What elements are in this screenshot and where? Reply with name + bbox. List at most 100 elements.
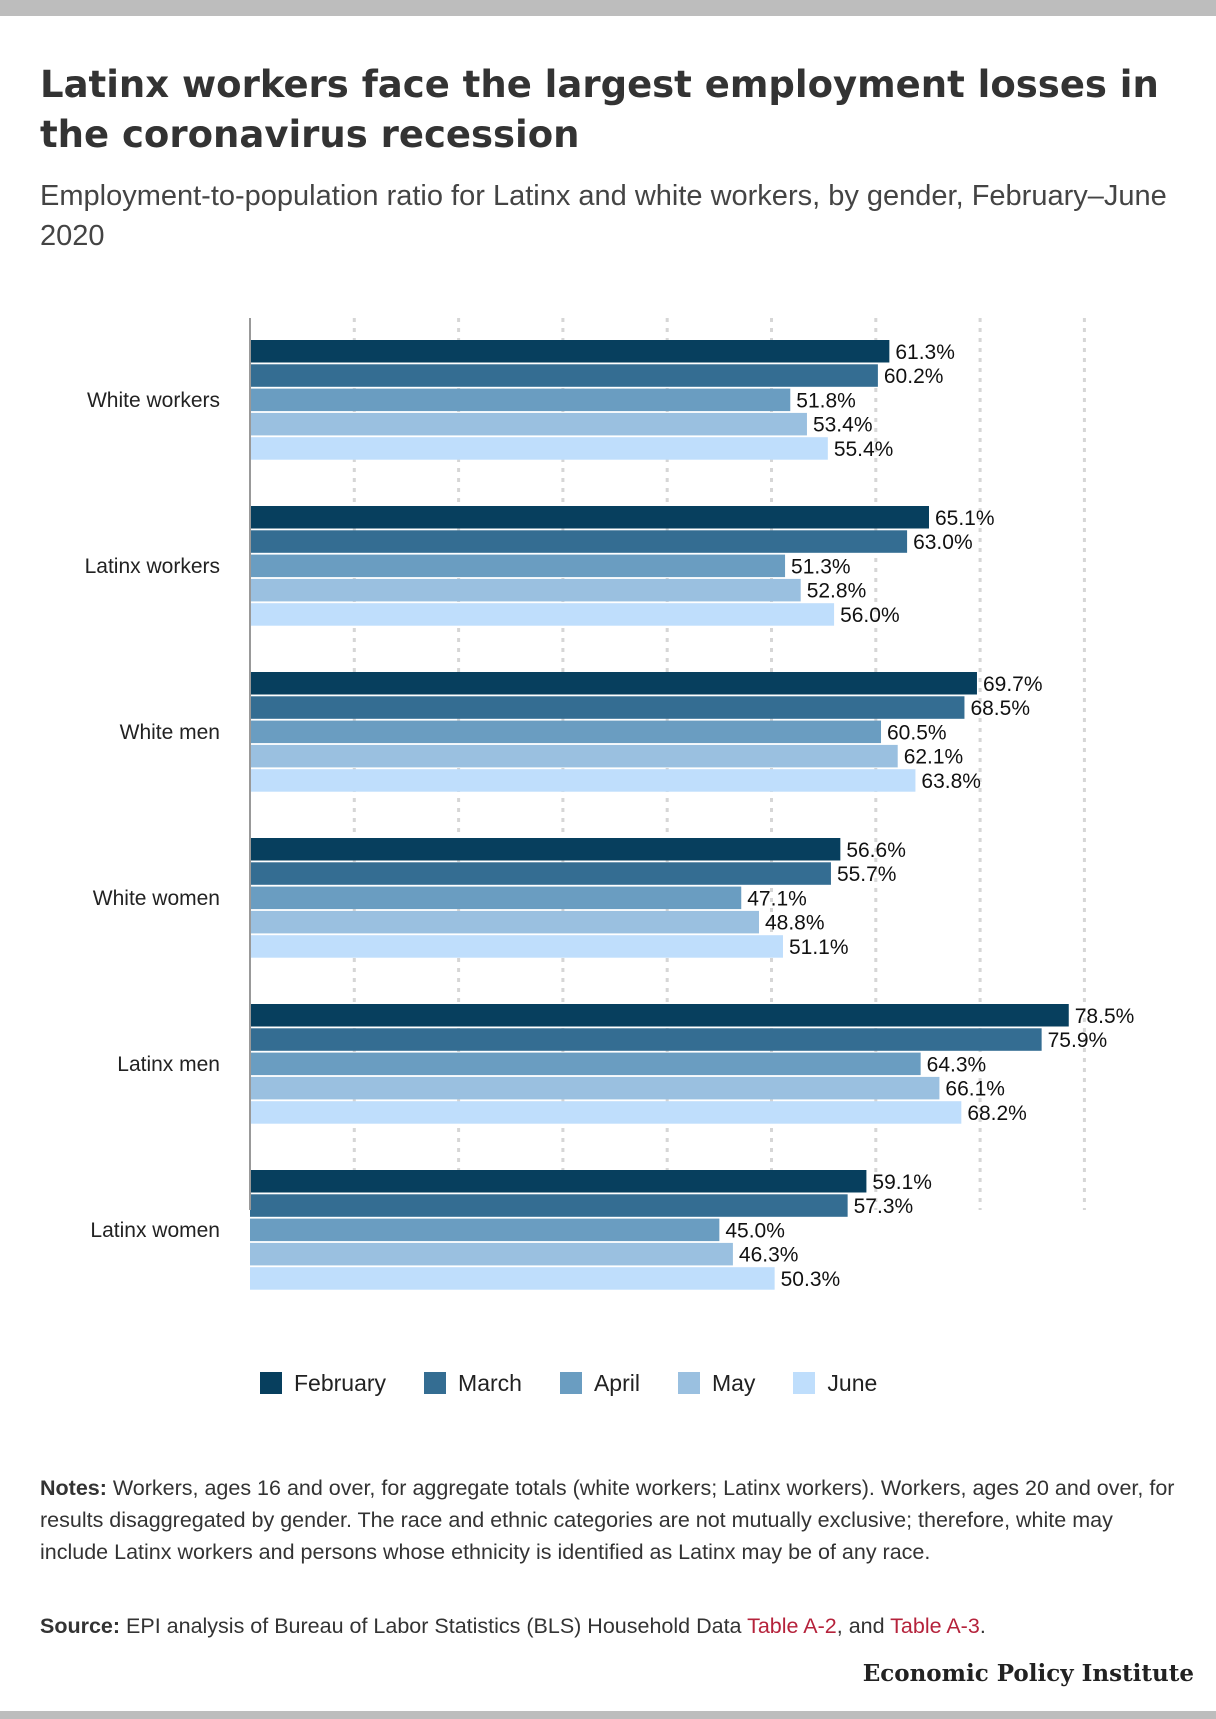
bar-february	[250, 672, 977, 695]
legend-item-february: February	[260, 1370, 386, 1397]
data-label: 60.2%	[884, 365, 944, 388]
legend-item-april: April	[559, 1369, 640, 1397]
bar-april	[250, 720, 882, 744]
chart-legend: February March April May June	[260, 1368, 915, 1398]
source-lead: Source:	[40, 1614, 121, 1638]
data-label: 59.1%	[872, 1171, 932, 1194]
bar-march	[250, 1028, 1042, 1051]
legend-item-march: March	[424, 1370, 522, 1397]
data-label: 57.3%	[854, 1195, 914, 1218]
category-labels: White workers Latinx workers White men Whit…	[85, 389, 220, 1242]
source-middle: , and	[836, 1614, 891, 1638]
bar-april	[250, 1052, 921, 1076]
data-label: 53.4%	[813, 414, 873, 437]
legend-label: February	[294, 1369, 387, 1396]
data-label: 63.0%	[913, 531, 973, 554]
value-labels: 61.3%60.2% 51.8%53.4%55.4% 65.1%63.0% 51.3%…	[725, 341, 1134, 1291]
bar-may	[250, 1242, 733, 1266]
data-label: 68.5%	[970, 697, 1030, 720]
bar-april	[250, 388, 791, 412]
bar-june	[250, 1267, 775, 1290]
data-label: 52.8%	[807, 580, 867, 603]
legend-label: June	[827, 1369, 878, 1396]
legend-item-may: May	[677, 1369, 756, 1397]
data-label: 55.4%	[834, 438, 894, 461]
category-label: White men	[120, 721, 220, 744]
bar-february	[250, 1170, 867, 1193]
bars	[250, 340, 1069, 1290]
data-label: 51.8%	[796, 389, 856, 412]
category-label: Latinx men	[117, 1053, 220, 1076]
bar-april	[250, 554, 786, 578]
bar-may	[250, 1076, 940, 1100]
category-label: Latinx women	[90, 1219, 220, 1242]
bar-june	[250, 437, 828, 460]
bottom-border	[0, 1711, 1216, 1719]
brand-logo-text: Economic Policy Institute	[862, 1660, 1194, 1687]
bar-march	[250, 1194, 848, 1217]
bar-june	[250, 603, 835, 626]
bar-may	[250, 578, 801, 602]
data-label: 46.3%	[739, 1244, 799, 1267]
data-label: 78.5%	[1075, 1005, 1135, 1028]
bar-may	[250, 910, 759, 934]
legend-label: March	[458, 1369, 522, 1396]
bar-march	[250, 364, 878, 387]
data-label: 75.9%	[1048, 1029, 1108, 1052]
data-label: 47.1%	[747, 887, 807, 910]
legend-label: April	[593, 1369, 640, 1396]
bar-march	[250, 696, 965, 719]
category-label: Latinx workers	[85, 555, 220, 578]
legend-label: May	[711, 1369, 756, 1396]
chart-subtitle: Employment-to-population ratio for Latin…	[40, 180, 1167, 252]
data-label: 68.2%	[967, 1102, 1027, 1125]
bar-june	[250, 1101, 962, 1124]
data-label: 64.3%	[927, 1053, 987, 1076]
bar-february	[250, 506, 929, 529]
data-label: 65.1%	[935, 507, 995, 530]
data-label: 48.8%	[765, 912, 825, 935]
bar-may	[250, 412, 807, 436]
source-link-table-a3[interactable]: Table A-3	[890, 1614, 980, 1638]
data-label: 69.7%	[983, 673, 1043, 696]
top-border	[0, 0, 1216, 16]
category-label: White workers	[87, 389, 220, 412]
notes: Notes: Workers, ages 16 and over, for ag…	[40, 1472, 1180, 1568]
data-label: 51.1%	[789, 936, 849, 959]
legend-item-june: June	[793, 1370, 877, 1397]
bar-february	[250, 340, 890, 363]
legend-swatch	[793, 1372, 816, 1394]
data-label: 50.3%	[781, 1268, 841, 1291]
bar-may	[250, 744, 898, 768]
data-label: 66.1%	[945, 1078, 1005, 1101]
data-label: 61.3%	[895, 341, 955, 364]
legend-swatch	[424, 1372, 447, 1394]
data-label: 63.8%	[921, 770, 981, 793]
notes-lead: Notes:	[40, 1476, 107, 1500]
bar-april	[250, 1218, 720, 1242]
data-label: 56.6%	[846, 839, 906, 862]
legend-swatch	[260, 1372, 282, 1394]
data-label: 51.3%	[791, 555, 851, 578]
chart-title: Latinx workers face the largest employme…	[40, 63, 1159, 156]
bar-chart: 61.3%60.2% 51.8%53.4%55.4% 65.1%63.0% 51.3%…	[85, 318, 1134, 1291]
data-label: 55.7%	[837, 863, 897, 886]
bar-february	[250, 1004, 1069, 1027]
data-label: 45.0%	[725, 1219, 785, 1242]
data-label: 56.0%	[840, 604, 900, 627]
bar-march	[250, 862, 831, 885]
category-label: White women	[93, 887, 220, 910]
source-text: EPI analysis of Bureau of Labor Statisti…	[120, 1614, 748, 1638]
data-label: 60.5%	[887, 721, 947, 744]
legend-swatch	[559, 1372, 582, 1394]
data-label: 62.1%	[904, 746, 964, 769]
bar-june	[250, 935, 783, 958]
bar-march	[250, 530, 908, 553]
source: Source: EPI analysis of Bureau of Labor …	[40, 1610, 1180, 1642]
source-link-table-a2[interactable]: Table A-2	[747, 1614, 837, 1638]
bar-april	[250, 886, 742, 910]
bar-june	[250, 769, 916, 792]
bar-february	[250, 838, 841, 861]
legend-swatch	[677, 1372, 700, 1394]
notes-text: Workers, ages 16 and over, for aggregate…	[40, 1476, 1175, 1564]
